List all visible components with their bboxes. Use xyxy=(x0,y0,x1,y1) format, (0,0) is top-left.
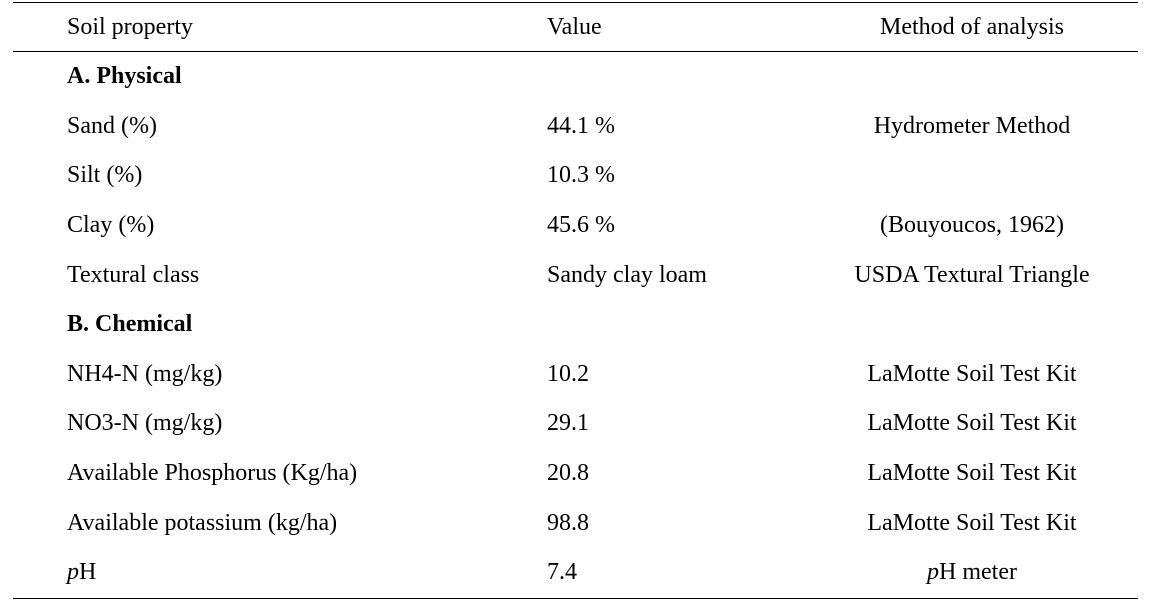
ph-italic-p: p xyxy=(67,559,79,586)
table-row: NO3-N (mg/kg) 29.1 LaMotte Soil Test Kit xyxy=(13,399,1138,449)
method-cell: USDA Textural Triangle xyxy=(854,261,1090,288)
section-title: B. Chemical xyxy=(67,311,193,338)
table-row: Available potassium (kg/ha) 98.8 LaMotte… xyxy=(13,498,1138,548)
value-cell: 10.3 % xyxy=(547,162,615,189)
header-soil-property: Soil property xyxy=(67,13,193,40)
value-cell: 45.6 % xyxy=(547,212,615,239)
ph-meter-italic-p: p xyxy=(927,559,940,586)
property-cell: Silt (%) xyxy=(67,162,143,189)
property-cell: Available Phosphorus (Kg/ha) xyxy=(67,460,358,487)
table-row: Clay (%) 45.6 % (Bouyoucos, 1962) xyxy=(13,201,1138,251)
header-method: Method of analysis xyxy=(880,13,1064,40)
property-cell: Sand (%) xyxy=(67,112,157,139)
method-cell: (Bouyoucos, 1962) xyxy=(880,212,1064,239)
method-cell xyxy=(813,151,1131,201)
method-cell: Hydrometer Method xyxy=(873,112,1071,139)
property-cell: NH4-N (mg/kg) xyxy=(67,360,223,387)
value-cell: Sandy clay loam xyxy=(547,261,707,288)
property-cell: NO3-N (mg/kg) xyxy=(67,410,223,437)
table-row: Sand (%) 44.1 % Hydrometer Method xyxy=(13,102,1138,152)
value-cell: 29.1 xyxy=(547,410,589,437)
property-cell: Textural class xyxy=(67,261,200,288)
section-chemical: B. Chemical xyxy=(13,300,1138,350)
value-cell-ph: 7.4 xyxy=(547,559,577,586)
table-row: Silt (%) 10.3 % xyxy=(13,151,1138,201)
method-cell: LaMotte Soil Test Kit xyxy=(867,410,1077,437)
ph-rest: H xyxy=(79,559,97,586)
section-physical: A. Physical xyxy=(13,52,1138,102)
table-row: NH4-N (mg/kg) 10.2 LaMotte Soil Test Kit xyxy=(13,350,1138,400)
ph-meter-rest: H meter xyxy=(939,559,1017,586)
table-bottom-rule xyxy=(13,597,1138,599)
table-top-rule xyxy=(13,2,1138,3)
value-cell: 98.8 xyxy=(547,509,589,536)
soil-properties-table: Soil property Value Method of analysis A… xyxy=(13,2,1138,599)
table-row: Textural class Sandy clay loam USDA Text… xyxy=(13,250,1138,300)
method-cell: LaMotte Soil Test Kit xyxy=(867,360,1077,387)
header-value: Value xyxy=(547,13,602,40)
section-title: A. Physical xyxy=(67,63,182,90)
property-cell: Clay (%) xyxy=(67,212,155,239)
method-cell: LaMotte Soil Test Kit xyxy=(867,509,1077,536)
value-cell: 20.8 xyxy=(547,460,589,487)
method-cell: LaMotte Soil Test Kit xyxy=(867,460,1077,487)
value-cell: 44.1 % xyxy=(547,112,615,139)
value-cell: 10.2 xyxy=(547,360,589,387)
property-cell: Available potassium (kg/ha) xyxy=(67,509,338,536)
table-row: Available Phosphorus (Kg/ha) 20.8 LaMott… xyxy=(13,449,1138,499)
table-header-row: Soil property Value Method of analysis xyxy=(13,3,1138,51)
header-bottom-rule xyxy=(13,51,1138,52)
